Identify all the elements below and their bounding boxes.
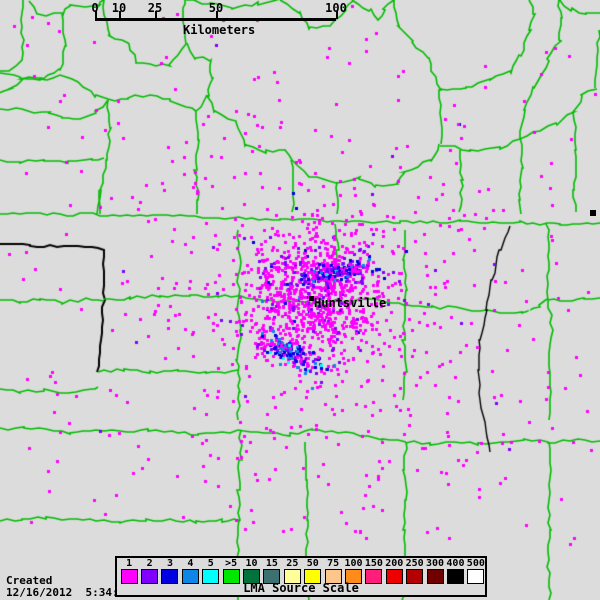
legend-entry-swatch — [263, 569, 281, 584]
huntsville-label: Huntsville — [314, 296, 387, 310]
legend-entry-swatch — [344, 569, 362, 584]
legend-entry-150[interactable]: 150 — [364, 558, 384, 584]
legend-entry-label: 25 — [286, 558, 299, 569]
legend-entry-label: 15 — [265, 558, 278, 569]
legend-entry-label: 4 — [187, 558, 194, 569]
legend-entry-300[interactable]: 300 — [425, 558, 445, 584]
legend-entry-swatch — [181, 569, 199, 584]
legend-entry-label: >5 — [225, 558, 238, 569]
legend-entry-5[interactable]: 5 — [201, 558, 221, 584]
created-label: Created — [6, 574, 53, 587]
legend-entry-2[interactable]: 2 — [139, 558, 159, 584]
legend-entry-swatch — [406, 569, 424, 584]
legend-entry-10[interactable]: 10 — [241, 558, 261, 584]
legend-entry-400[interactable]: 400 — [445, 558, 465, 584]
legend-entry-swatch — [161, 569, 179, 584]
legend-entry-15[interactable]: 15 — [262, 558, 282, 584]
legend-entry-swatch — [304, 569, 322, 584]
legend-entry-250[interactable]: 250 — [404, 558, 424, 584]
legend-entry-label: 300 — [426, 558, 445, 569]
legend-entry-label: 50 — [306, 558, 319, 569]
legend-entry-label: 400 — [446, 558, 465, 569]
legend-title: LMA Source Scale — [243, 581, 359, 595]
east-station-marker-icon — [590, 210, 596, 216]
legend-entry-swatch — [120, 569, 138, 584]
legend-entry-label: 3 — [166, 558, 173, 569]
legend-entry-label: 250 — [405, 558, 424, 569]
legend-entry-swatch — [324, 569, 342, 584]
lma-source-scale-legend: 1 2 3 4 5 >5 10 15 25 50 75 100 150 200 250 300 400 500 L… — [115, 556, 487, 597]
legend-entry-75[interactable]: 75 — [323, 558, 343, 584]
legend-entry-200[interactable]: 200 — [384, 558, 404, 584]
legend-entry-500[interactable]: 500 — [466, 558, 486, 584]
legend-entry-swatch — [467, 569, 485, 584]
legend-entry-swatch — [446, 569, 464, 584]
legend-entry-swatch — [202, 569, 220, 584]
legend-entry-label: 150 — [364, 558, 383, 569]
legend-entry-4[interactable]: 4 — [180, 558, 200, 584]
legend-entry-label: 200 — [385, 558, 404, 569]
legend-entry-swatch — [243, 569, 261, 584]
legend-entry-1[interactable]: 1 — [119, 558, 139, 584]
legend-swatch-row: 1 2 3 4 5 >5 10 15 25 50 75 100 150 200 250 300 400 500 — [119, 558, 486, 584]
legend-entry-label: 100 — [344, 558, 363, 569]
legend-entry-label: 500 — [466, 558, 485, 569]
legend-entry-3[interactable]: 3 — [160, 558, 180, 584]
legend-entry-50[interactable]: 50 — [303, 558, 323, 584]
legend-entry-swatch — [385, 569, 403, 584]
created-datetime: 12/16/2012 5:34:34 — [6, 586, 132, 599]
legend-entry-label: 2 — [146, 558, 153, 569]
legend-entry-swatch — [141, 569, 159, 584]
legend-entry-swatch — [222, 569, 240, 584]
legend-entry-swatch — [365, 569, 383, 584]
legend-entry-25[interactable]: 25 — [282, 558, 302, 584]
huntsville-marker-icon — [309, 296, 314, 301]
legend-entry-swatch — [283, 569, 301, 584]
legend-entry-label: 75 — [327, 558, 340, 569]
legend-entry-label: 10 — [245, 558, 258, 569]
legend-entry-gt5[interactable]: >5 — [221, 558, 241, 584]
legend-entry-label: 1 — [126, 558, 133, 569]
legend-entry-label: 5 — [207, 558, 214, 569]
legend-entry-swatch — [426, 569, 444, 584]
legend-entry-100[interactable]: 100 — [343, 558, 363, 584]
created-timestamp: Created 12/16/2012 5:34:34 — [6, 575, 132, 599]
